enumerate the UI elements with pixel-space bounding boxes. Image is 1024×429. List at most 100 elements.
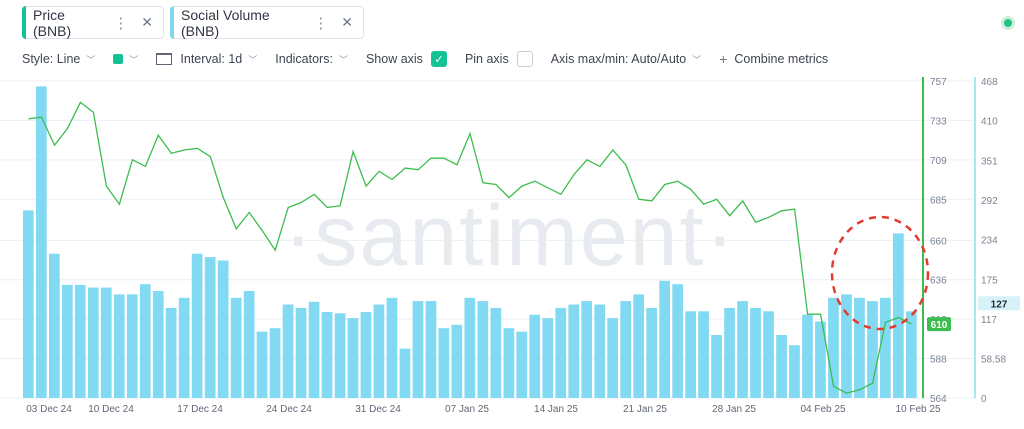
x-tick-label: 03 Dec 24 bbox=[26, 404, 72, 415]
show-axis-toggle[interactable]: Show axis ✓ bbox=[366, 51, 447, 67]
volume-bar bbox=[828, 297, 839, 398]
pin-axis-checkbox[interactable] bbox=[516, 51, 533, 67]
volume-bar bbox=[737, 301, 748, 398]
volume-bar bbox=[230, 297, 242, 398]
volume-bar bbox=[594, 304, 606, 398]
volume-bar bbox=[412, 301, 424, 398]
plus-icon: + bbox=[719, 51, 728, 67]
volume-bar bbox=[386, 297, 398, 398]
volume-bar bbox=[724, 307, 735, 398]
tab-color-bar bbox=[170, 6, 174, 39]
volume-bar bbox=[308, 301, 320, 398]
volume-bar bbox=[516, 331, 528, 398]
volume-bar bbox=[152, 291, 164, 398]
chevron-down-icon: ﹀ bbox=[338, 54, 348, 65]
volume-bar bbox=[867, 301, 878, 398]
tab-social-volume-bnb[interactable]: Social Volume (BNB) ⋮ ✕ bbox=[170, 6, 364, 39]
price-tick-label: 733 bbox=[930, 116, 947, 127]
chevron-down-icon: ﹀ bbox=[248, 54, 258, 65]
volume-tick-label: 292 bbox=[981, 196, 998, 207]
volume-bar bbox=[139, 284, 151, 398]
interval-icon bbox=[156, 53, 173, 65]
volume-bar bbox=[425, 301, 437, 398]
price-tick-label: 660 bbox=[930, 236, 947, 247]
volume-bar bbox=[633, 294, 644, 398]
x-tick-label: 28 Jan 25 bbox=[712, 404, 756, 415]
volume-bar bbox=[321, 312, 333, 398]
volume-bar bbox=[438, 328, 450, 398]
volume-bar bbox=[74, 284, 86, 398]
volume-bar bbox=[269, 328, 281, 398]
interval-dropdown[interactable]: Interval: 1d ﹀ bbox=[156, 52, 257, 66]
volume-bar bbox=[542, 318, 554, 398]
price-last-value: 610 bbox=[931, 320, 948, 331]
volume-bar bbox=[789, 345, 800, 398]
indicators-label: Indicators: bbox=[275, 52, 333, 66]
volume-bar bbox=[373, 304, 385, 398]
volume-bar bbox=[165, 307, 177, 398]
price-tick-label: 564 bbox=[930, 394, 947, 405]
volume-bar bbox=[243, 291, 255, 398]
more-options-icon[interactable]: ⋮ bbox=[113, 14, 128, 32]
volume-bar bbox=[464, 297, 476, 398]
close-icon[interactable]: ✕ bbox=[341, 14, 353, 30]
tab-price-bnb[interactable]: Price (BNB) ⋮ ✕ bbox=[22, 6, 164, 39]
x-tick-label: 10 Dec 24 bbox=[88, 404, 134, 415]
x-tick-label: 04 Feb 25 bbox=[800, 404, 845, 415]
volume-bar bbox=[646, 307, 657, 398]
volume-bar bbox=[126, 294, 138, 398]
price-tick-label: 709 bbox=[930, 156, 947, 167]
x-tick-label: 14 Jan 25 bbox=[534, 404, 578, 415]
style-dropdown[interactable]: Style: Line ﹀ bbox=[22, 52, 95, 66]
volume-bar bbox=[854, 297, 865, 398]
volume-bar bbox=[841, 294, 852, 398]
volume-bar bbox=[568, 304, 580, 398]
volume-bar bbox=[87, 287, 99, 398]
axis-maxmin-label: Axis max/min: Auto/Auto bbox=[550, 52, 687, 66]
volume-tick-label: 410 bbox=[981, 116, 998, 127]
tab-label: Price (BNB) bbox=[33, 6, 72, 39]
price-tick-label: 636 bbox=[930, 276, 947, 287]
volume-bar bbox=[295, 307, 307, 398]
volume-bar bbox=[334, 313, 346, 398]
combine-metrics-button[interactable]: + Combine metrics bbox=[719, 51, 828, 67]
price-last-value-badge bbox=[927, 317, 951, 332]
volume-last-value-badge bbox=[978, 296, 1020, 311]
pin-axis-toggle[interactable]: Pin axis bbox=[465, 51, 533, 67]
volume-bar bbox=[62, 284, 73, 398]
volume-tick-label: 0 bbox=[981, 394, 987, 405]
volume-bar bbox=[451, 324, 463, 398]
combine-metrics-label: Combine metrics bbox=[734, 52, 829, 66]
volume-tick-label: 58.58 bbox=[981, 354, 1006, 365]
chevron-down-icon: ﹀ bbox=[86, 54, 96, 65]
price-tick-label: 685 bbox=[930, 195, 947, 206]
indicators-dropdown[interactable]: Indicators: ﹀ bbox=[275, 52, 348, 66]
close-icon[interactable]: ✕ bbox=[141, 14, 153, 30]
volume-bar bbox=[620, 301, 631, 398]
volume-bar bbox=[750, 307, 761, 398]
volume-last-value: 127 bbox=[991, 299, 1008, 310]
volume-bar bbox=[282, 304, 294, 398]
show-axis-checkbox[interactable]: ✓ bbox=[430, 51, 447, 67]
x-tick-label: 07 Jan 25 bbox=[445, 404, 489, 415]
more-options-icon[interactable]: ⋮ bbox=[313, 14, 328, 32]
volume-bar bbox=[581, 301, 593, 398]
price-tick-label: 757 bbox=[930, 77, 947, 88]
chevron-down-icon: ﹀ bbox=[129, 54, 139, 65]
volume-bar bbox=[711, 335, 722, 398]
volume-bar bbox=[503, 328, 515, 398]
volume-bar bbox=[347, 318, 359, 398]
x-tick-label: 24 Dec 24 bbox=[266, 404, 312, 415]
volume-tick-label: 468 bbox=[981, 77, 998, 88]
volume-bar bbox=[490, 307, 502, 398]
color-picker[interactable]: ﹀ bbox=[113, 53, 138, 66]
volume-bar bbox=[672, 284, 683, 398]
volume-bar bbox=[399, 348, 411, 398]
tab-color-bar bbox=[22, 6, 26, 39]
volume-bar bbox=[36, 86, 47, 399]
x-tick-label: 17 Dec 24 bbox=[177, 404, 223, 415]
volume-bar bbox=[776, 335, 787, 398]
volume-bar bbox=[256, 331, 268, 398]
axis-maxmin-dropdown[interactable]: Axis max/min: Auto/Auto ﹀ bbox=[551, 52, 702, 66]
